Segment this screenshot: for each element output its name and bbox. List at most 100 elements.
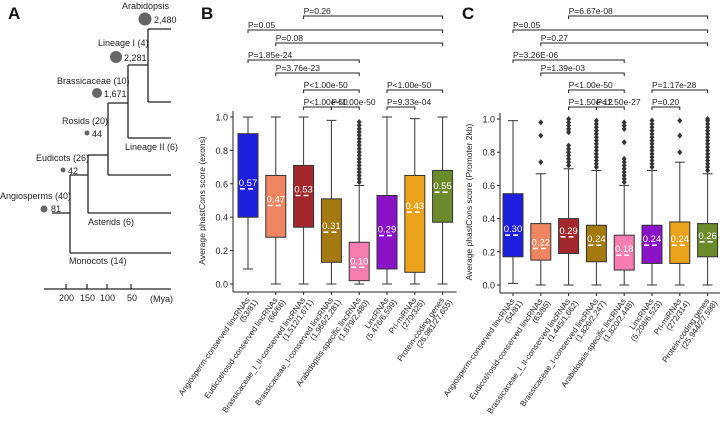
outlier-point bbox=[705, 130, 711, 137]
outlier-point bbox=[356, 139, 362, 146]
outlier-point bbox=[593, 154, 599, 161]
boxplot-exons: 0.0 0.2 0.4 0.6 0.8 1.0 Average phastCons scor… bbox=[177, 6, 457, 414]
comparison-bracket bbox=[386, 106, 416, 110]
mean-label: 0.29 bbox=[378, 225, 397, 236]
box-6 bbox=[376, 194, 398, 270]
outlier-point bbox=[705, 137, 711, 144]
y-axis-label: Average phastCons score (Promoter 2kb) bbox=[464, 123, 474, 280]
y-tick-label: 1.0 bbox=[215, 113, 228, 123]
comparison-p-value: P=0.20 bbox=[652, 97, 679, 107]
time-tick-label-150: 150 bbox=[80, 293, 95, 303]
outlier-point bbox=[705, 157, 711, 164]
outlier-point bbox=[621, 119, 627, 126]
box-5 bbox=[613, 234, 635, 271]
outlier-point bbox=[593, 130, 599, 137]
comparison-bracket bbox=[247, 29, 444, 33]
comparison-p-value: P=9.33e-04 bbox=[387, 97, 431, 107]
outlier-point bbox=[566, 116, 572, 122]
mean-label: 0.26 bbox=[698, 231, 717, 242]
panel-letter-c: C bbox=[462, 4, 474, 23]
mean-label: 0.24 bbox=[587, 234, 606, 245]
comparison-p-value: P<1.00e-50 bbox=[387, 80, 431, 90]
comparison-p-value: P=3.26E-06 bbox=[513, 50, 558, 60]
node-circle-brassicaceae bbox=[92, 88, 102, 98]
box-3 bbox=[293, 164, 315, 228]
mean-label: 0.24 bbox=[671, 234, 690, 245]
outlier-point bbox=[705, 140, 711, 147]
comparison-p-value: P=1.50e-12 bbox=[569, 97, 613, 107]
outlier-point bbox=[593, 134, 599, 141]
outlier-point bbox=[649, 144, 655, 151]
outlier-point bbox=[538, 119, 544, 126]
outlier-point bbox=[566, 125, 572, 132]
comparison-bracket bbox=[568, 89, 625, 93]
outlier-point bbox=[356, 162, 362, 169]
comparison-bracket bbox=[330, 106, 360, 110]
outlier-point bbox=[356, 152, 362, 159]
comparison-p-value: P=0.08 bbox=[276, 33, 303, 43]
outlier-point bbox=[621, 162, 627, 169]
outlier-point bbox=[566, 159, 572, 166]
box-6 bbox=[641, 224, 663, 264]
node-circle-rosids bbox=[84, 130, 90, 136]
outlier-point bbox=[356, 179, 362, 186]
comparison-bracket bbox=[568, 106, 597, 110]
comparison-bracket bbox=[540, 42, 709, 46]
outlier-point bbox=[356, 169, 362, 176]
outlier-point bbox=[566, 145, 572, 152]
outlier-point bbox=[649, 157, 655, 164]
comparison-p-value: P=3.76e-23 bbox=[276, 63, 320, 73]
outlier-point bbox=[593, 150, 599, 157]
mean-label: 0.55 bbox=[433, 181, 452, 192]
box-7 bbox=[404, 174, 426, 273]
mean-label: 0.29 bbox=[559, 226, 578, 237]
y-tick-label: 0.0 bbox=[215, 280, 228, 290]
node-label-brassicaceae: Brassicaceae (10) bbox=[57, 76, 130, 86]
outlier-point bbox=[649, 160, 655, 167]
outlier-point bbox=[593, 117, 599, 124]
comparison-p-value: P=1.17e-28 bbox=[652, 80, 696, 90]
outlier-point bbox=[593, 137, 599, 144]
y-tick-label: 0.4 bbox=[482, 214, 495, 224]
outlier-point bbox=[356, 155, 362, 162]
box-4 bbox=[320, 198, 342, 263]
node-count-arabidopsis: 2,480 bbox=[154, 15, 177, 25]
branch-eudicots bbox=[87, 154, 171, 214]
outlier-point bbox=[705, 147, 711, 154]
outlier-point bbox=[649, 127, 655, 134]
branch-root bbox=[52, 174, 171, 254]
outlier-point bbox=[705, 167, 711, 174]
outlier-point bbox=[621, 139, 627, 146]
comparison-bracket bbox=[512, 29, 709, 33]
outlier-point bbox=[621, 179, 627, 186]
comparison-p-value: P<1.00e-50 bbox=[304, 80, 348, 90]
y-tick-label: 1.0 bbox=[482, 115, 495, 125]
outlier-point bbox=[621, 159, 627, 166]
node-circle-angiosperms bbox=[40, 205, 48, 213]
mean-label: 0.57 bbox=[239, 178, 258, 189]
comparison-p-value: P<1.00e-50 bbox=[331, 97, 375, 107]
node-count-lineage1: 2,281 bbox=[124, 53, 147, 63]
outlier-point bbox=[649, 147, 655, 154]
outlier-point bbox=[356, 125, 362, 132]
phylogenetic-tree bbox=[52, 28, 171, 254]
branch-lineage1 bbox=[128, 28, 171, 103]
node-circle-lineage1 bbox=[110, 51, 122, 63]
outlier-point bbox=[621, 175, 627, 182]
branch-rosids bbox=[107, 102, 171, 176]
outlier-point bbox=[705, 150, 711, 157]
outlier-point bbox=[649, 117, 655, 124]
panel-letter-a: A bbox=[8, 4, 20, 23]
node-count-eudicots: 42 bbox=[68, 166, 78, 176]
node-circle-eudicots bbox=[60, 167, 66, 173]
mean-label: 0.30 bbox=[504, 224, 523, 235]
comparison-bracket bbox=[303, 106, 332, 110]
mean-label: 0.24 bbox=[643, 234, 662, 245]
time-axis-unit: (Mya) bbox=[150, 294, 173, 304]
node-label-arabidopsis: Arabidopsis bbox=[122, 1, 170, 11]
outlier-point bbox=[593, 164, 599, 171]
outlier-point bbox=[621, 122, 627, 129]
outlier-point bbox=[566, 162, 572, 169]
outlier-point bbox=[566, 119, 572, 126]
